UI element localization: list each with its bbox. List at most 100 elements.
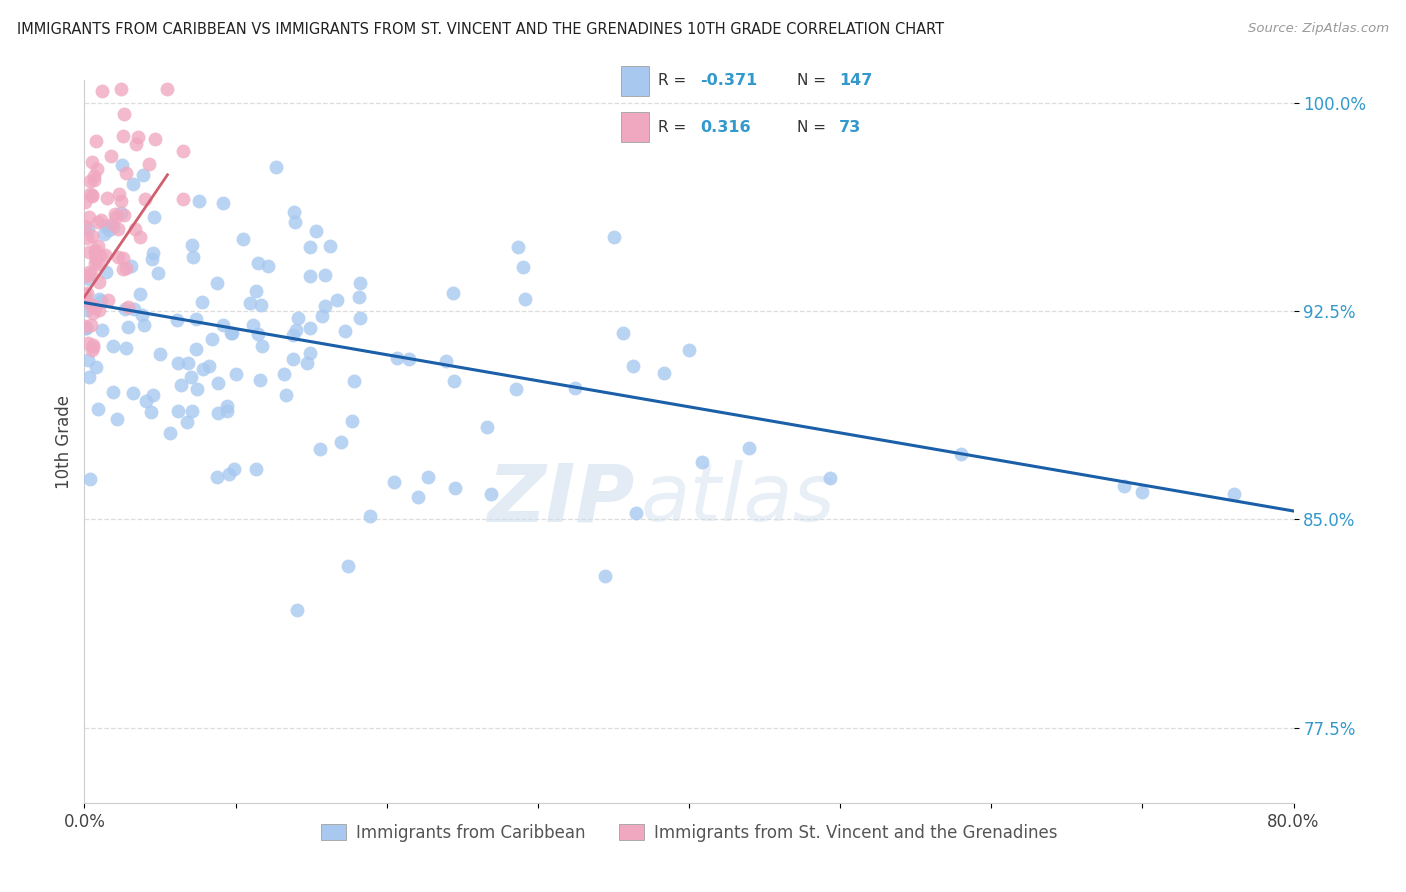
Point (75, 293, 97, 307)
Point (103, 339, 125, 353)
Point (177, 356, 200, 370)
Point (314, 268, 336, 282)
Point (513, 293, 536, 307)
Point (359, 508, 381, 523)
Point (398, 351, 420, 366)
Point (249, 373, 271, 387)
Point (84, 360, 107, 375)
Point (181, 250, 204, 264)
Point (191, 295, 214, 310)
Point (79, 472, 101, 486)
Point (207, 376, 229, 391)
Point (91, 323, 114, 337)
Point (225, 367, 247, 381)
Point (84, 250, 107, 264)
Point (1130, 485, 1153, 500)
Point (90, 294, 112, 309)
Point (115, 342, 138, 356)
Point (564, 381, 586, 395)
Point (84, 243, 107, 257)
Point (112, 208, 135, 222)
Point (138, 157, 160, 171)
Point (1222, 487, 1244, 501)
Point (221, 326, 243, 340)
Point (77, 265, 100, 279)
Point (77, 370, 100, 384)
Point (172, 192, 194, 206)
Point (82, 187, 104, 202)
Point (159, 426, 181, 441)
FancyBboxPatch shape (621, 112, 648, 142)
Point (122, 302, 145, 317)
Point (285, 603, 308, 617)
Point (110, 81, 132, 95)
Text: N =: N = (797, 120, 831, 135)
Point (298, 240, 321, 254)
Point (314, 299, 336, 313)
Point (232, 232, 254, 246)
Point (107, 222, 129, 236)
Point (127, 130, 149, 145)
Y-axis label: 10th Grade: 10th Grade (55, 394, 73, 489)
Point (385, 351, 408, 366)
Point (89, 302, 111, 317)
Point (143, 132, 166, 146)
Point (298, 321, 321, 335)
Point (287, 310, 309, 325)
Point (124, 222, 146, 236)
Point (143, 210, 166, 224)
Point (180, 370, 202, 384)
Point (76, 302, 98, 317)
Point (132, 318, 155, 332)
Point (166, 312, 188, 326)
Point (284, 214, 307, 228)
Point (89, 248, 111, 262)
Point (83, 169, 105, 184)
Point (281, 327, 304, 342)
Point (107, 411, 129, 425)
Point (247, 255, 270, 269)
Point (250, 298, 273, 312)
Point (111, 159, 134, 173)
Text: IMMIGRANTS FROM CARIBBEAN VS IMMIGRANTS FROM ST. VINCENT AND THE GRENADINES 10TH: IMMIGRANTS FROM CARIBBEAN VS IMMIGRANTS … (17, 22, 943, 37)
Point (83, 173, 105, 187)
Point (342, 375, 364, 389)
Point (325, 293, 347, 307)
Point (141, 405, 163, 419)
Point (245, 462, 267, 476)
Point (83, 244, 105, 259)
Text: atlas: atlas (641, 460, 835, 539)
Point (117, 320, 139, 334)
Point (330, 435, 353, 450)
Point (443, 481, 465, 495)
Point (115, 260, 138, 275)
Point (246, 327, 269, 342)
Point (264, 160, 287, 174)
Point (87, 256, 110, 270)
Point (621, 359, 644, 373)
Point (107, 250, 129, 264)
Point (79, 297, 101, 311)
Point (82, 338, 104, 352)
Point (318, 239, 340, 253)
Point (512, 260, 534, 274)
Point (416, 470, 439, 484)
Point (124, 136, 146, 151)
Point (110, 194, 132, 208)
Text: R =: R = (658, 73, 692, 88)
Point (603, 230, 626, 244)
Point (80, 318, 103, 332)
Point (82, 229, 104, 244)
Point (115, 166, 138, 180)
Point (180, 404, 202, 418)
Point (79, 174, 101, 188)
Point (198, 359, 221, 374)
Point (142, 388, 165, 402)
Point (146, 266, 169, 280)
Point (738, 442, 761, 456)
Point (188, 194, 211, 208)
Point (122, 177, 145, 191)
Point (167, 356, 190, 370)
Point (129, 287, 152, 301)
Point (93, 227, 115, 241)
